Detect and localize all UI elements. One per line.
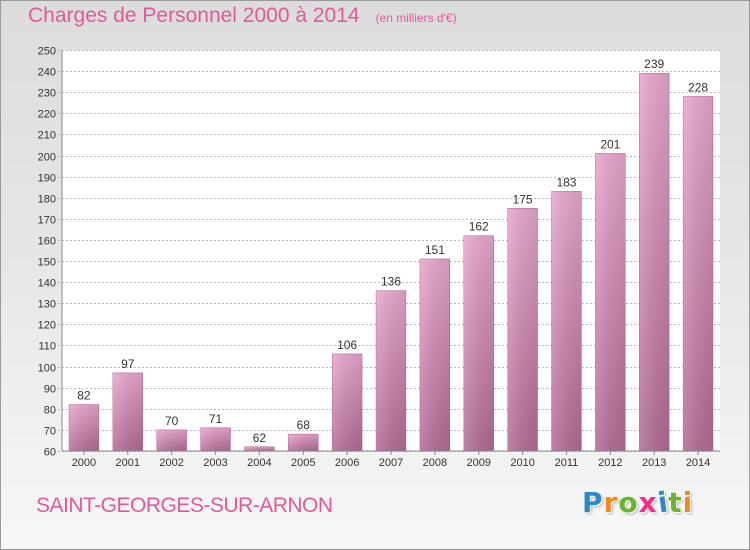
- bar-shade-2008: [419, 258, 450, 451]
- bars: 82 97 70 71 62 68 106 136 151 162 175 183 201 239 228: [68, 57, 714, 452]
- data-label-2000: 82: [77, 389, 91, 403]
- data-label-2008: 151: [425, 243, 445, 257]
- logo-letter: o: [618, 486, 639, 519]
- y-tick-label: 130: [38, 299, 56, 311]
- data-label-2001: 97: [121, 357, 135, 371]
- x-tick-label: 2011: [555, 457, 579, 469]
- x-tick-label: 2013: [642, 457, 666, 469]
- bar-shade-2010: [507, 208, 538, 451]
- bar-shade-2001: [112, 372, 143, 451]
- x-tick-label: 2001: [116, 457, 140, 469]
- data-label-2010: 175: [513, 192, 533, 206]
- bar-shade-2012: [595, 153, 626, 452]
- x-tick-label: 2014: [686, 457, 710, 469]
- data-label-2013: 239: [644, 57, 664, 71]
- data-label-2012: 201: [600, 137, 620, 151]
- y-tick-label: 140: [38, 278, 56, 290]
- place-name: SAINT-GEORGES-SUR-ARNON: [36, 494, 333, 517]
- x-tick-label: 2009: [466, 457, 490, 469]
- x-tick-label: 2005: [291, 457, 315, 469]
- chart-title: Charges de Personnel 2000 à 2014 (en mill…: [28, 4, 457, 28]
- data-label-2011: 183: [556, 175, 576, 189]
- data-label-2006: 106: [337, 338, 357, 352]
- x-tick-label: 2007: [379, 457, 403, 469]
- y-tick-label: 230: [38, 88, 56, 100]
- logo-letter: i: [682, 486, 694, 519]
- y-axis-ticks: 60 70 80 90 100 110 120 130 140 150 160 170 180 190 20…: [38, 46, 56, 459]
- chart-unit: (en milliers d'€): [375, 11, 457, 25]
- x-tick-label: 2002: [159, 457, 183, 469]
- y-tick-label: 190: [38, 173, 56, 185]
- logo-letter: t: [668, 486, 683, 519]
- bar-shade-2005: [288, 434, 319, 451]
- chart-title-text: Charges de Personnel 2000 à 2014: [28, 4, 360, 27]
- x-tick-label: 2012: [598, 457, 622, 469]
- y-tick-label: 170: [38, 215, 56, 227]
- y-tick-label: 110: [38, 341, 56, 353]
- y-tick-label: 210: [38, 130, 56, 142]
- y-tick-label: 180: [38, 194, 56, 206]
- data-label-2009: 162: [469, 220, 489, 234]
- y-tick-label: 60: [44, 447, 56, 459]
- bar-shade-2000: [69, 404, 99, 451]
- x-tick-label: 2004: [247, 457, 271, 469]
- x-tick-label: 2010: [510, 457, 534, 469]
- y-tick-label: 160: [38, 236, 56, 248]
- y-tick-label: 200: [38, 152, 56, 164]
- y-tick-label: 100: [38, 363, 56, 375]
- bar-shade-2011: [551, 191, 582, 451]
- y-tick-label: 120: [38, 320, 56, 332]
- proxiti-logo: Proxiti: [582, 485, 694, 519]
- logo-letter: P: [582, 486, 604, 519]
- x-tick-label: 2006: [335, 457, 359, 469]
- logo-letter: r: [603, 486, 619, 519]
- bar-shade-2009: [463, 235, 494, 451]
- y-tick-label: 250: [38, 46, 56, 58]
- y-tick-label: 80: [44, 405, 56, 417]
- x-tick-label: 2000: [72, 457, 96, 469]
- x-tick-label: 2003: [203, 457, 227, 469]
- data-label-2003: 71: [209, 412, 223, 426]
- data-label-2007: 136: [381, 275, 401, 289]
- logo-letter: x: [638, 486, 658, 519]
- bar-shade-2004: [244, 446, 275, 451]
- bar-shade-2007: [376, 290, 406, 451]
- bar-shade-2006: [332, 353, 363, 451]
- x-tick-label: 2008: [423, 457, 447, 469]
- x-axis-ticks: 2000 2001 2002 2003 2004 2005 2006 2007 2008 2009…: [72, 451, 710, 469]
- data-label-2005: 68: [297, 418, 311, 432]
- data-label-2014: 228: [688, 80, 708, 94]
- y-tick-label: 220: [38, 109, 56, 121]
- y-tick-label: 240: [38, 67, 56, 79]
- bar-shade-2002: [156, 429, 187, 451]
- y-tick-label: 70: [44, 426, 56, 438]
- bar-shade-2013: [639, 73, 670, 451]
- y-tick-label: 90: [44, 384, 56, 396]
- bar-shade-2014: [683, 96, 713, 451]
- data-label-2002: 70: [165, 414, 179, 428]
- bar-shade-2003: [200, 427, 231, 451]
- data-label-2004: 62: [253, 431, 267, 445]
- y-tick-label: 150: [38, 257, 56, 269]
